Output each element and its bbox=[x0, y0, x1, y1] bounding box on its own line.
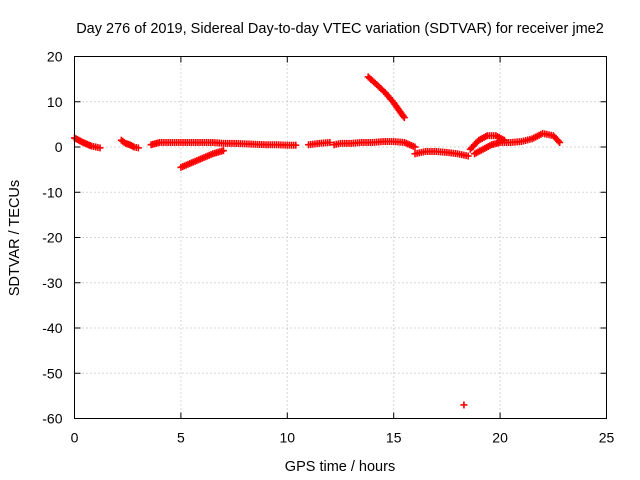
y-tick-label: -10 bbox=[42, 184, 62, 200]
y-tick-label: -50 bbox=[42, 365, 62, 381]
chart-title: Day 276 of 2019, Sidereal Day-to-day VTE… bbox=[76, 21, 604, 37]
y-tick-label: -30 bbox=[42, 275, 62, 291]
data-point bbox=[411, 143, 419, 151]
data-point bbox=[556, 138, 564, 146]
axis-ticks: 0 5 10 15 20 25 20 10 0 -10 -20 -30 -40 -50 -60 bbox=[42, 49, 614, 446]
data-point bbox=[134, 144, 142, 152]
plot-frame bbox=[74, 56, 607, 419]
data-point bbox=[326, 138, 334, 146]
y-tick-label: -20 bbox=[42, 230, 62, 246]
data-point bbox=[554, 137, 562, 145]
data-point bbox=[400, 114, 408, 122]
x-tick-label: 10 bbox=[280, 430, 296, 446]
x-tick-label: 20 bbox=[492, 430, 508, 446]
y-tick-label: 0 bbox=[55, 139, 63, 155]
data-point bbox=[399, 112, 407, 120]
y-tick-label: 20 bbox=[47, 49, 63, 65]
y-tick-label: 10 bbox=[47, 94, 63, 110]
data-point bbox=[219, 147, 227, 155]
y-tick-label: -40 bbox=[42, 320, 62, 336]
y-tick-label: -60 bbox=[42, 411, 62, 427]
data-point bbox=[292, 141, 300, 149]
grid bbox=[74, 56, 607, 419]
x-tick-label: 25 bbox=[599, 430, 615, 446]
data-points bbox=[71, 73, 564, 409]
x-tick-label: 5 bbox=[177, 430, 185, 446]
x-tick-label: 0 bbox=[71, 430, 79, 446]
y-axis-label: SDTVAR / TECUs bbox=[7, 180, 23, 296]
data-point bbox=[460, 401, 468, 409]
data-point bbox=[96, 144, 104, 152]
x-tick-label: 15 bbox=[386, 430, 402, 446]
x-axis-label: GPS time / hours bbox=[285, 459, 395, 475]
data-point bbox=[464, 152, 472, 160]
